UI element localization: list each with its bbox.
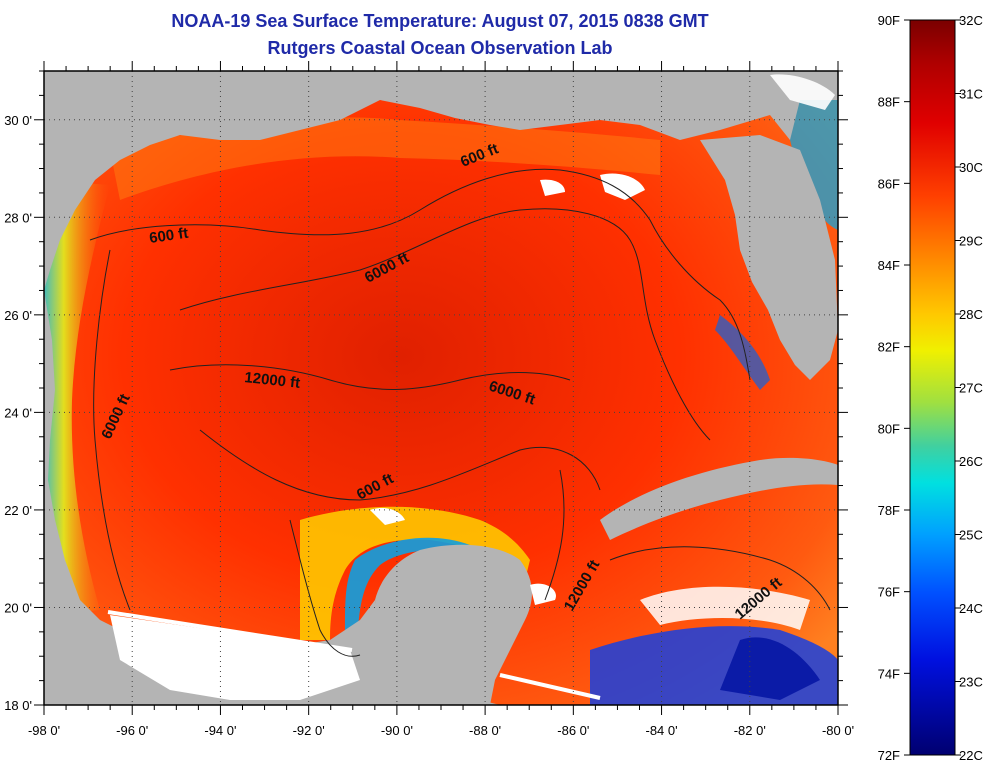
mexico-landmass [44, 290, 500, 705]
swath-edge-2 [499, 673, 601, 700]
colorbar-c-label: 31C [959, 87, 983, 102]
colorbar-f-label: 90F [878, 13, 900, 28]
yucatan-upwelling [345, 537, 478, 630]
contour-yucatan-channel [544, 469, 565, 601]
x-tick-label: -86 0' [557, 723, 589, 738]
y-tick-label: 22 0' [4, 503, 32, 518]
contour-6000ft-west [93, 249, 131, 611]
usa-landmass [44, 71, 838, 290]
contour-yucatan-shelf [289, 519, 361, 657]
colorbar-f-label: 78F [878, 503, 900, 518]
southwest-clouds [110, 615, 360, 700]
florida-peninsula [700, 135, 838, 380]
colorbar-c-label: 27C [959, 381, 983, 396]
colorbar-f-label: 86F [878, 176, 900, 191]
bathymetry-contours [89, 168, 831, 657]
x-tick-label: -98 0' [28, 723, 60, 738]
cuba [600, 457, 838, 540]
y-tick-label: 18 0' [4, 698, 32, 713]
axis-ticks [34, 61, 848, 715]
colorbar-f-label: 84F [878, 258, 900, 273]
caribbean-deep-blue [720, 637, 820, 700]
colorbar-c-label: 30C [959, 160, 983, 175]
caribbean-clouds [640, 586, 810, 630]
y-tick-label: 28 0' [4, 210, 32, 225]
x-axis-labels: -98 0' -96 0' -94 0' -92 0' -90 0' -88 0' -86 … [28, 723, 854, 738]
northeast-clouds-1 [600, 173, 645, 200]
contour-600ft [89, 168, 751, 381]
x-tick-label: -92 0' [293, 723, 325, 738]
atlantic-clouds [770, 74, 835, 110]
colorbar-c-label: 24C [959, 601, 983, 616]
colorbar-f-label: 88F [878, 95, 900, 110]
colorbar-f-label: 76F [878, 585, 900, 600]
colorbar-f-label: 74F [878, 666, 900, 681]
contour-6000ft-north [179, 208, 711, 441]
colorbar-f-label: 82F [878, 340, 900, 355]
colorbar-c-label: 28C [959, 307, 983, 322]
x-tick-label: -90 0' [381, 723, 413, 738]
x-tick-label: -88 0' [469, 723, 501, 738]
lat-lon-grid [44, 71, 838, 705]
florida-bay-cool [715, 315, 770, 390]
contour-12000ft [169, 364, 571, 390]
contour-caribbean [609, 546, 831, 611]
yucatan-peninsula [375, 544, 532, 705]
x-tick-label: -80 0' [822, 723, 854, 738]
colorbar-c-label: 29C [959, 234, 983, 249]
colorbar-c-label: 26C [959, 454, 983, 469]
x-tick-label: -94 0' [204, 723, 236, 738]
colorbar-c-label: 22C [959, 748, 983, 763]
yucatan-shelf-clouds [370, 508, 405, 525]
northeast-clouds-2 [540, 179, 565, 196]
colorbar-c-label: 25C [959, 528, 983, 543]
contour-6000ft-south [199, 429, 601, 501]
contour-label-600ft-nw: 600 ft [148, 225, 189, 247]
colorbar-c-label: 32C [959, 13, 983, 28]
contour-label-12000ft-c: 12000 ft [244, 369, 301, 392]
x-tick-label: -96 0' [116, 723, 148, 738]
y-tick-label: 30 0' [4, 113, 32, 128]
colorbar-celsius-labels: 32C 31C 30C 29C 28C 27C 26C 25C 24C 23C 22C [959, 13, 983, 763]
y-tick-label: 26 0' [4, 308, 32, 323]
x-tick-label: -84 0' [645, 723, 677, 738]
colorbar-f-label: 72F [878, 748, 900, 763]
colorbar-c-label: 23C [959, 675, 983, 690]
y-axis-labels: 30 0' 28 0' 26 0' 24 0' 22 0' 20 0' 18 0' [4, 113, 32, 713]
colorbar-f-label: 80F [878, 421, 900, 436]
x-tick-label: -82 0' [734, 723, 766, 738]
western-shelf-cool-band [44, 180, 110, 615]
swath-edge-1 [107, 610, 353, 652]
map-title: NOAA-19 Sea Surface Temperature: August … [171, 11, 709, 31]
colorbar [909, 19, 956, 756]
yucatan-shelf-warm [300, 506, 530, 640]
map-subtitle: Rutgers Coastal Ocean Observation Lab [267, 38, 613, 58]
colorbar-fahrenheit-labels: 90F 88F 86F 84F 82F 80F 78F 76F 74F 72F [878, 13, 900, 763]
y-tick-label: 20 0' [4, 600, 32, 615]
y-tick-label: 24 0' [4, 405, 32, 420]
colorbar-ticks [904, 19, 961, 756]
